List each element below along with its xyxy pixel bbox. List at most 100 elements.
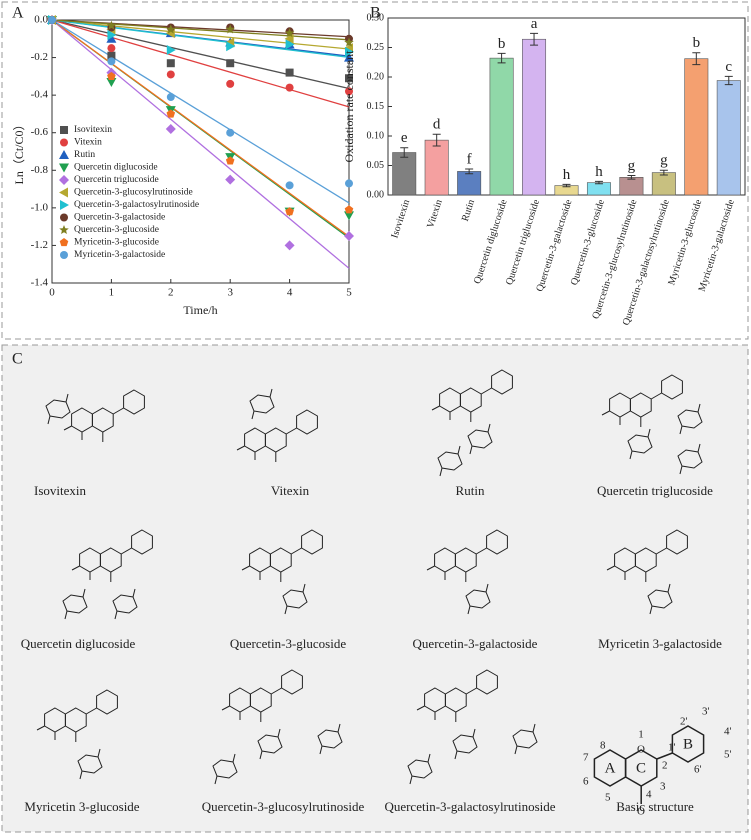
plot-frame xyxy=(51,19,350,284)
significance-letter: h xyxy=(595,164,603,180)
compound-name: Quercetin-3-glucosylrutinoside xyxy=(202,799,365,814)
structure-labels: 8 1 O 2' 3' 4' 5' 6' 1' 7 6 5 4 3 2 A C … xyxy=(583,706,732,818)
atom-label: O xyxy=(637,806,645,818)
significance-letter: f xyxy=(467,151,472,167)
compound-names: Isovitexin Vitexin Rutin Quercetin trigl… xyxy=(21,483,722,814)
atom-label: 3 xyxy=(660,781,666,793)
compound-name: Vitexin xyxy=(271,483,310,498)
marker xyxy=(285,83,294,92)
panel-c: C 8 1 O 2' 3' 4' 5' xyxy=(12,351,732,818)
marker xyxy=(226,128,235,137)
legend-marker xyxy=(59,225,69,235)
x-tick-label: 4 xyxy=(287,287,293,299)
atom-label: 6' xyxy=(694,764,702,776)
marker xyxy=(165,123,176,134)
x-axis-title: Time/h xyxy=(183,303,217,317)
atom-label: O xyxy=(637,744,645,756)
bar xyxy=(424,139,449,196)
legend-label: Vitexin xyxy=(74,138,102,148)
x-tick-label: 5 xyxy=(346,287,352,299)
atom-label: 5' xyxy=(724,749,732,761)
x-tick-label: 0 xyxy=(49,287,55,299)
marker xyxy=(166,70,175,79)
y-tick-label: 0.25 xyxy=(367,42,385,53)
marker xyxy=(106,33,117,43)
x-tick-label: 1 xyxy=(109,287,115,299)
atom-label: 2' xyxy=(680,716,688,728)
ring-label: C xyxy=(636,760,646,776)
compound-name: Quercetin triglucoside xyxy=(597,483,713,498)
fit-line xyxy=(51,19,350,204)
error-bar xyxy=(627,175,636,180)
marker xyxy=(106,77,117,87)
bar xyxy=(716,80,741,196)
marker xyxy=(285,207,294,216)
error-bar xyxy=(497,52,506,64)
bar xyxy=(586,182,611,196)
y-tick-label: -0.6 xyxy=(31,126,49,138)
legend-label: Quercetin triglucoside xyxy=(74,175,159,185)
x-tick-label: 2 xyxy=(168,287,174,299)
legend-marker xyxy=(59,175,69,185)
fit-line xyxy=(51,19,350,59)
marker xyxy=(107,71,116,80)
ring-label: B xyxy=(683,736,693,752)
marker xyxy=(345,179,353,188)
atom-label: 4' xyxy=(724,726,732,738)
x-tick-label: 3 xyxy=(227,287,233,299)
legend-marker xyxy=(59,238,69,247)
compound-name: Quercetin diglucoside xyxy=(21,636,136,651)
error-bar xyxy=(692,52,701,66)
compound-name: Myricetin 3-glucoside xyxy=(24,799,139,814)
legend-marker xyxy=(60,251,68,259)
compound-name: Quercetin-3-galactoside xyxy=(413,636,538,651)
compound-name: Isovitexin xyxy=(34,483,86,498)
marker xyxy=(225,24,235,34)
atom-label: 7 xyxy=(583,752,589,764)
error-bar xyxy=(562,183,571,188)
legend-label: Myricetin-3-glucoside xyxy=(74,238,159,248)
error-bar xyxy=(659,169,668,176)
y-axis-title: Oxidation rate constant xyxy=(342,50,356,163)
y-tick-label: 0.0 xyxy=(34,14,48,26)
legend-marker xyxy=(59,163,69,173)
bar xyxy=(651,172,676,196)
y-tick-label: -1.0 xyxy=(31,201,49,213)
legend-marker xyxy=(60,213,68,222)
fit-line xyxy=(51,19,350,41)
marker xyxy=(106,20,117,30)
marker xyxy=(285,39,295,50)
atom-label: 6 xyxy=(583,776,589,788)
legend-label: Quercetin-3-galactosylrutinoside xyxy=(74,200,199,210)
y-tick-label: 0.05 xyxy=(367,160,385,171)
marker xyxy=(225,174,236,185)
bar xyxy=(489,57,514,196)
y-tick-label: -0.4 xyxy=(31,89,49,101)
marker xyxy=(166,93,175,102)
marker xyxy=(344,52,354,62)
compound-name: Rutin xyxy=(456,483,485,498)
marker xyxy=(166,109,176,118)
marker xyxy=(226,41,236,52)
panel-label: B xyxy=(370,5,381,22)
atom-label: 5 xyxy=(605,792,611,804)
y-tick-label: 0.10 xyxy=(367,130,385,141)
y-tick-label: 0.30 xyxy=(367,12,385,23)
marker xyxy=(107,57,116,66)
significance-letter: e xyxy=(401,130,408,146)
y-tick-label: -0.8 xyxy=(31,164,49,176)
marker xyxy=(226,59,235,68)
error-bar xyxy=(530,32,539,46)
y-axis-title: Ln（Ct/C0） xyxy=(12,118,26,184)
compound-name: Basic structure xyxy=(616,799,694,814)
panel-label: C xyxy=(12,351,23,368)
significance-letter: b xyxy=(498,36,506,52)
y-tick-label: -0.2 xyxy=(31,51,48,63)
atom-label: 1 xyxy=(638,729,644,741)
panel-a: A 0.0 -0.2 -0.4 -0.6 -0.8 -1.0 -1.2 -1.40 1 2 3 4 5 Ti… xyxy=(12,5,354,317)
significance-letter: g xyxy=(628,158,636,174)
legend-marker xyxy=(59,187,68,198)
legend-marker xyxy=(59,150,69,159)
marker xyxy=(166,24,176,34)
